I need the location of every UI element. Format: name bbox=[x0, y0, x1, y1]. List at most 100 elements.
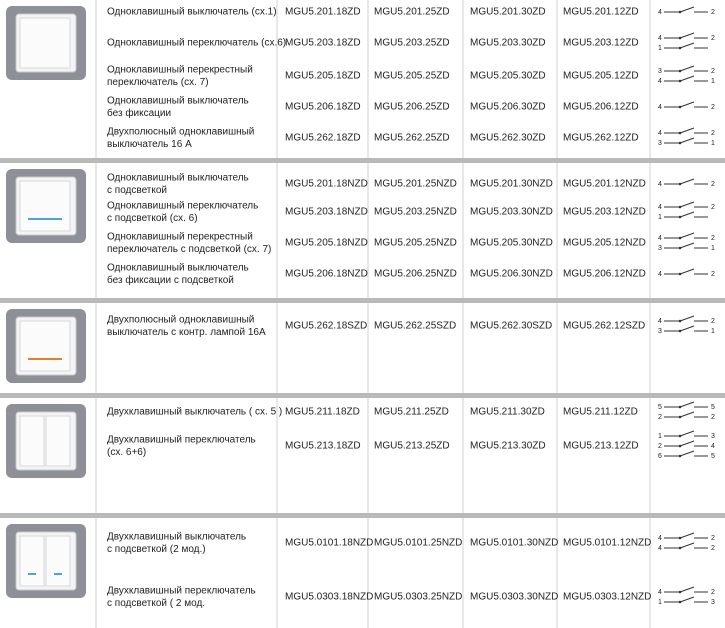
contact bbox=[679, 268, 695, 275]
article-code: MGU5.205.18NZD bbox=[285, 238, 368, 249]
node bbox=[678, 536, 682, 540]
node bbox=[678, 215, 682, 219]
article-code: MGU5.205.12ZD bbox=[563, 71, 639, 82]
node bbox=[678, 182, 682, 186]
terminal-label: 5 bbox=[711, 404, 715, 411]
terminal-label: 2 bbox=[711, 35, 715, 42]
article-code: MGU5.211.30ZD bbox=[470, 407, 545, 418]
terminal-label: 1 bbox=[658, 599, 662, 606]
group-separator bbox=[0, 158, 725, 163]
article-code: MGU5.206.25NZD bbox=[374, 269, 457, 280]
terminal-label: 4 bbox=[658, 235, 662, 242]
terminal-label: 3 bbox=[658, 140, 662, 147]
terminal-label: 1 bbox=[711, 140, 715, 147]
node bbox=[678, 272, 682, 276]
contact bbox=[679, 65, 695, 72]
product-name: выключатель с контр. лампой 16А bbox=[107, 327, 266, 338]
product-name: без фиксации bbox=[107, 107, 171, 119]
product-name: Двухполюсный одноклавишный bbox=[107, 127, 254, 138]
article-code: MGU5.205.18ZD bbox=[285, 71, 361, 82]
product-name: Одноклавишный переключатель bbox=[107, 201, 258, 212]
switch-key bbox=[45, 415, 71, 467]
article-code: MGU5.0303.12NZD bbox=[563, 592, 651, 603]
product-name: переключатель с подсветкой (сх. 7) bbox=[107, 244, 271, 255]
group-separator bbox=[0, 298, 725, 303]
product-name: с подсветкой bbox=[107, 185, 167, 196]
terminal-label: 2 bbox=[658, 443, 662, 450]
article-code: MGU5.205.12NZD bbox=[563, 238, 646, 249]
node bbox=[678, 131, 682, 135]
product-name: переключатель (сх. 7) bbox=[107, 77, 209, 88]
terminal-label: 2 bbox=[711, 130, 715, 137]
contact bbox=[679, 430, 695, 437]
terminal-label: 4 bbox=[711, 443, 715, 450]
contact bbox=[679, 137, 695, 144]
article-code: MGU5.0101.12NZD bbox=[563, 538, 651, 549]
switch-key bbox=[19, 320, 71, 372]
terminal-label: 6 bbox=[658, 453, 662, 460]
switch-key bbox=[19, 415, 45, 467]
article-code: MGU5.201.12ZD bbox=[563, 7, 639, 18]
terminal-label: 2 bbox=[711, 104, 715, 111]
product-name: (сх. 6+6) bbox=[107, 447, 146, 458]
article-code: MGU5.205.25NZD bbox=[374, 238, 457, 249]
article-code: MGU5.205.30ZD bbox=[470, 71, 546, 82]
terminal-label: 2 bbox=[711, 318, 715, 325]
node bbox=[678, 10, 682, 14]
contact bbox=[679, 42, 695, 49]
contact bbox=[679, 596, 695, 603]
article-code: MGU5.0303.25NZD bbox=[374, 592, 462, 603]
terminal-label: 5 bbox=[711, 453, 715, 460]
product-name: Одноклавишный выключатель bbox=[107, 263, 249, 274]
terminal-label: 4 bbox=[658, 130, 662, 137]
product-name: Одноклавишный выключатель (сх.1) bbox=[107, 7, 277, 18]
terminal-label: 2 bbox=[711, 68, 715, 75]
product-name: Одноклавишный перекрестный bbox=[107, 232, 253, 243]
contact bbox=[679, 532, 695, 539]
terminal-label: 2 bbox=[711, 9, 715, 16]
terminal-label: 4 bbox=[658, 181, 662, 188]
article-code: MGU5.211.12ZD bbox=[563, 407, 638, 418]
terminal-label: 4 bbox=[658, 78, 662, 85]
contact bbox=[679, 586, 695, 593]
switch-key bbox=[45, 535, 71, 587]
terminal-label: 4 bbox=[658, 35, 662, 42]
node bbox=[678, 454, 682, 458]
switch-key bbox=[19, 180, 71, 232]
contact bbox=[679, 315, 695, 322]
terminal-label: 3 bbox=[658, 328, 662, 335]
node bbox=[678, 46, 682, 50]
terminal-label: 4 bbox=[658, 204, 662, 211]
article-code: MGU5.205.25ZD bbox=[374, 71, 450, 82]
article-code: MGU5.201.30ZD bbox=[470, 7, 546, 18]
article-code: MGU5.262.12SZD bbox=[563, 321, 645, 332]
article-code: MGU5.203.30ZD bbox=[470, 38, 546, 49]
article-code: MGU5.0101.18NZD bbox=[285, 538, 373, 549]
node bbox=[678, 590, 682, 594]
terminal-label: 4 bbox=[658, 271, 662, 278]
article-code: MGU5.262.30ZD bbox=[470, 133, 546, 144]
article-code: MGU5.211.18ZD bbox=[285, 407, 360, 418]
terminal-label: 2 bbox=[711, 535, 715, 542]
product-name: без фиксации с подсветкой bbox=[107, 274, 234, 286]
product-name: с подсветкой (2 мод.) bbox=[107, 544, 206, 555]
contact bbox=[679, 32, 695, 39]
terminal-label: 1 bbox=[711, 245, 715, 252]
contact bbox=[679, 232, 695, 239]
article-code: MGU5.262.12ZD bbox=[563, 133, 639, 144]
node bbox=[678, 434, 682, 438]
terminal-label: 2 bbox=[711, 589, 715, 596]
article-code: MGU5.213.12ZD bbox=[563, 441, 639, 452]
terminal-label: 4 bbox=[658, 9, 662, 16]
article-code: MGU5.206.18NZD bbox=[285, 269, 368, 280]
contact bbox=[679, 75, 695, 82]
article-code: MGU5.203.25NZD bbox=[374, 207, 457, 218]
terminal-label: 2 bbox=[711, 181, 715, 188]
article-code: MGU5.203.12ZD bbox=[563, 38, 639, 49]
terminal-label: 3 bbox=[658, 245, 662, 252]
product-name: выключатель 16 А bbox=[107, 139, 192, 150]
contact bbox=[679, 201, 695, 208]
switch-key bbox=[19, 17, 71, 69]
node bbox=[678, 600, 682, 604]
product-name: Одноклавишный переключатель (сх.6) bbox=[107, 38, 286, 49]
